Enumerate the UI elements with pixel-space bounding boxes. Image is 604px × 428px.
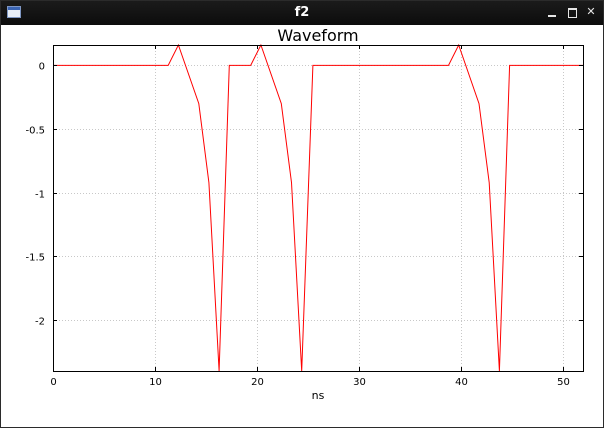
x-tick-label: 50 [557,377,570,388]
series-layer [53,43,583,372]
y-tick-label: -1 [35,190,45,201]
window-title: f2 [294,5,310,20]
axes-frame [53,45,584,372]
y-tick-label: -2 [35,317,45,328]
app-window-icon[interactable] [7,6,21,18]
x-axis-label: ns [312,389,325,402]
plot-canvas: 0 10 20 30 40 50 0 -0.5 -1 -1.5 -2 Waveform ns [1,25,603,427]
tick-labels: 0 10 20 30 40 50 0 -0.5 -1 -1.5 -2 [25,62,569,389]
chart-title: Waveform [277,26,358,45]
waveform-chart: 0 10 20 30 40 50 0 -0.5 -1 -1.5 -2 Waveform ns [25,26,584,402]
x-tick-label: 30 [353,377,366,388]
minimize-button[interactable] [544,4,560,20]
grid-lines [53,45,583,371]
y-tick-label: -0.5 [25,126,45,137]
y-tick-label: -1.5 [25,253,45,264]
title-bar[interactable]: f2 ✕ [1,1,603,25]
x-tick-label: 40 [455,377,468,388]
x-tick-label: 20 [251,377,264,388]
x-tick-label: 10 [149,377,162,388]
waveform-series-line [53,43,583,372]
close-icon: ✕ [586,5,596,18]
x-tick-label: 0 [50,377,56,388]
maximize-icon [568,8,577,18]
close-button[interactable]: ✕ [583,4,599,20]
y-tick-label: 0 [39,62,45,73]
minimize-icon [548,15,556,17]
tick-marks [53,45,583,371]
maximize-button[interactable] [564,4,580,20]
